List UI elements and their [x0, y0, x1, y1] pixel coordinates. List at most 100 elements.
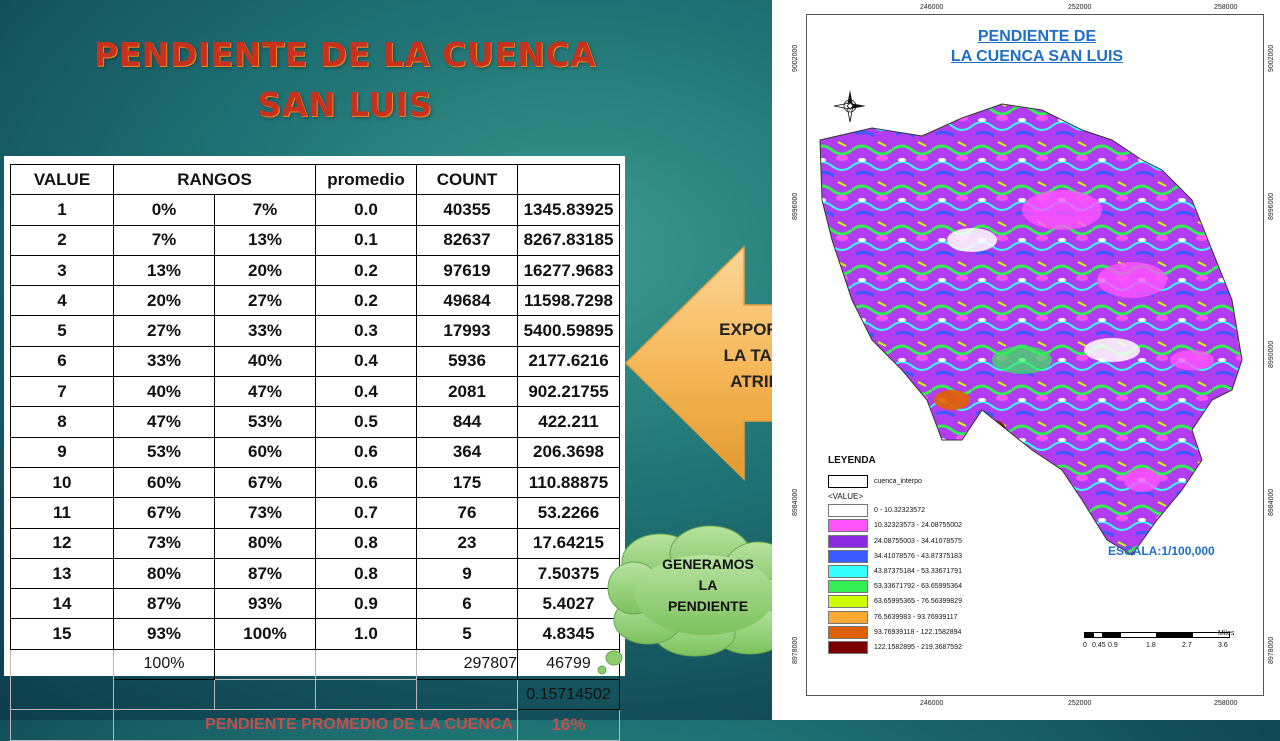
legend-title: LEYENDA: [828, 455, 876, 466]
legend-swatch: [828, 504, 868, 518]
totals-blank-1: [10, 649, 114, 680]
cell-value: 9: [10, 436, 114, 468]
cell-product: 902.21755: [517, 376, 620, 408]
ratio-blank-1: [10, 679, 114, 710]
cell-product: 2177.6216: [517, 345, 620, 378]
ratio-blank-3: [214, 679, 316, 711]
cloud-text-line2: LA: [698, 577, 718, 593]
legend-item-label: 34.41078576 - 43.87375183: [874, 552, 962, 560]
header-blank: [517, 163, 620, 196]
cell-count: 82637: [416, 224, 518, 256]
scale-label: 1.8: [1146, 642, 1156, 649]
cell-count: 23: [416, 527, 518, 559]
scale-bar-seg: [1102, 632, 1121, 638]
legend-item: 10.32323573 - 24.08755002: [828, 518, 998, 533]
cloud-text-line1: GENERAMOS: [662, 556, 754, 572]
legend-item: 0 - 10.32323572: [828, 503, 998, 518]
coord-left-2: 8996000: [792, 192, 799, 220]
total-pct: 100%: [113, 648, 215, 681]
legend-layer-row: cuenca_interpo: [828, 474, 998, 489]
cell-value: 1: [10, 194, 114, 226]
slope-map-panel: 246000 252000 258000 246000 252000 25800…: [772, 0, 1280, 720]
coord-right-3: 8990000: [1268, 340, 1275, 368]
cell-promedio: 0.2: [315, 285, 417, 317]
cell-value: 15: [10, 618, 114, 650]
cell-range-min: 67%: [113, 497, 215, 529]
cell-range-min: 40%: [113, 376, 215, 408]
scale-label: 3.6: [1218, 642, 1228, 649]
table-row: 7 40% 47% 0.4 2081 902.21755: [10, 376, 620, 408]
north-arrow-icon: [833, 90, 866, 123]
table-row: 8 47% 53% 0.5 844 422.211: [10, 406, 620, 438]
legend-item: 53.33671792 - 63.65995364: [828, 579, 998, 594]
scale-bar-seg: [1156, 632, 1193, 638]
cell-promedio: 0.6: [315, 436, 417, 468]
cell-count: 49684: [416, 285, 518, 317]
totals-blank-3: [315, 648, 417, 681]
legend-item-label: 76.5639983 - 93.76939117: [874, 613, 958, 621]
table-row: 9 53% 60% 0.6 364 206.3698: [10, 436, 620, 468]
legend-item-label: 24.08755003 - 34.41078575: [874, 537, 962, 545]
map-title-line1: PENDIENTE DE: [977, 28, 1097, 45]
legend-item: 122.1582895 - 219.3687592: [828, 640, 998, 655]
header-rangos: RANGOS: [113, 163, 316, 196]
cell-product: 1345.83925: [517, 194, 620, 226]
attribute-table-sheet: VALUE RANGOS promedio COUNT 1 0% 7% 0.0 40355 134…: [4, 156, 625, 741]
legend-swatch: [828, 610, 868, 624]
cell-product: 5400.59895: [517, 315, 620, 347]
cell-product: 4.8345: [517, 618, 620, 650]
cell-range-max: 7%: [214, 194, 316, 226]
header-value: VALUE: [10, 163, 114, 196]
ratio-blank-5: [416, 679, 518, 711]
map-scale-text: ESCALA:1/100,000: [1108, 544, 1215, 558]
table-row: 10 60% 67% 0.6 175 110.88875: [10, 466, 620, 499]
coord-left-3: 8984000: [792, 488, 799, 516]
cell-product: 8267.83185: [517, 224, 620, 256]
cell-promedio: 0.9: [315, 588, 417, 620]
scale-bar-seg: [1120, 632, 1157, 638]
cloud-text: GENERAMOS LA PENDIENTE: [628, 554, 788, 617]
coord-bottom-3: 258000: [1214, 700, 1238, 707]
cell-count: 6: [416, 588, 518, 620]
cell-product: 53.2266: [517, 497, 620, 529]
cell-count: 97619: [416, 254, 518, 287]
map-frame: [806, 14, 1264, 696]
cell-product: 422.211: [517, 406, 620, 438]
table-totals-row: 100% 297807 46799: [10, 648, 620, 681]
cell-range-max: 73%: [214, 497, 316, 529]
table-row: 14 87% 93% 0.9 6 5.4027: [10, 588, 620, 620]
cell-value: 11: [10, 497, 114, 529]
legend-swatch: [828, 580, 868, 594]
coord-top-1: 246000: [920, 4, 944, 11]
cell-product: 110.88875: [517, 466, 620, 499]
cell-range-min: 0%: [113, 194, 215, 226]
scale-label: 0: [1083, 642, 1087, 649]
legend-swatch: [828, 595, 868, 609]
cell-range-max: 93%: [214, 588, 316, 620]
cell-range-min: 27%: [113, 315, 215, 347]
legend-swatch: [828, 625, 868, 639]
cell-range-min: 33%: [113, 345, 215, 378]
legend-swatch: [828, 640, 868, 654]
legend-value-header: <VALUE>: [828, 491, 863, 501]
legend-swatch: [828, 519, 868, 533]
cell-value: 2: [10, 224, 114, 256]
cell-promedio: 0.3: [315, 315, 417, 347]
cell-range-min: 13%: [113, 254, 215, 287]
coord-top-3: 258000: [1214, 4, 1238, 11]
cell-range-max: 47%: [214, 376, 316, 408]
legend-item-label: 93.76939118 - 122.1582894: [874, 628, 962, 636]
table-row: 1 0% 7% 0.0 40355 1345.83925: [10, 194, 620, 226]
cell-value: 3: [10, 254, 114, 287]
cell-value: 13: [10, 557, 114, 590]
cell-range-max: 33%: [214, 315, 316, 347]
coord-bottom-2: 252000: [1068, 700, 1092, 707]
scale-unit: Miles: [1218, 630, 1235, 637]
legend-layer-label: cuenca_interpo: [874, 478, 922, 486]
cell-count: 2081: [416, 376, 518, 408]
legend-item-label: 122.1582895 - 219.3687592: [874, 643, 962, 651]
cell-count: 175: [416, 466, 518, 499]
legend-item: 76.5639983 - 93.76939117: [828, 610, 998, 625]
cell-range-min: 20%: [113, 285, 215, 317]
table-row: 12 73% 80% 0.8 23 17.64215: [10, 527, 620, 559]
